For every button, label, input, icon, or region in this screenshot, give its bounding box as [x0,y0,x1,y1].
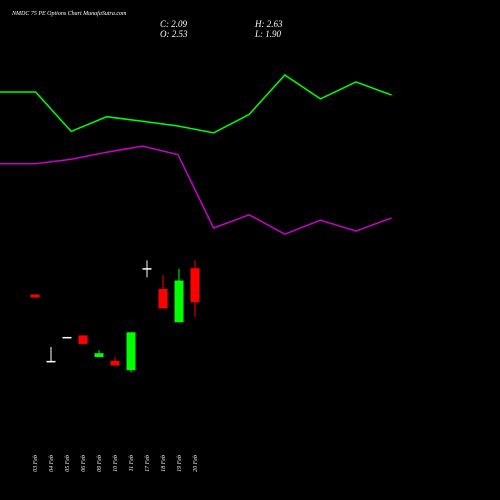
candle-body [158,289,168,309]
candle-body [142,268,152,270]
x-tick-label: 06 Feb [81,455,87,472]
indicator-line [0,145,392,236]
candle-body [126,332,136,371]
candle-body [174,280,184,323]
x-tick-label: 18 Feb [161,455,167,472]
x-tick-label: 03 Feb [33,455,39,472]
indicator-line [0,74,392,134]
x-tick-label: 09 Feb [97,455,103,472]
candle-body [110,360,120,366]
x-tick-label: 10 Feb [113,455,119,472]
open-label: O: 2.53 [160,29,188,39]
x-tick-label: 05 Feb [65,455,71,472]
candle-body [30,294,40,298]
candle-body [46,360,56,363]
candle-body [190,268,200,303]
x-tick-label: 11 Feb [129,455,135,471]
x-tick-label: 17 Feb [145,455,151,472]
x-tick-label: 04 Feb [48,455,55,472]
candle-body [78,335,88,344]
candle-body [62,336,72,339]
close-label: C: 2.09 [160,19,188,29]
low-label: L: 1.90 [254,29,282,39]
chart-title: NMDC 75 PE Options Chart MunafaSutra.com [11,10,127,17]
high-label: H: 2.63 [254,19,283,29]
x-tick-label: 19 Feb [177,455,183,472]
x-tick-label: 20 Feb [193,455,199,472]
candle-body [94,353,104,358]
